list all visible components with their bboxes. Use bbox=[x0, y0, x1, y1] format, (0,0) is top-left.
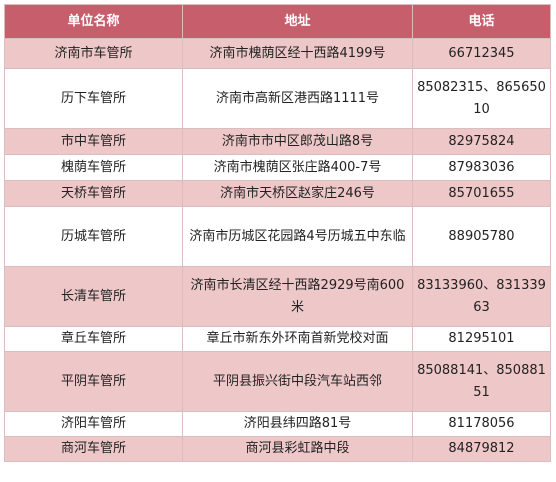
header-name: 单位名称 bbox=[4, 4, 183, 39]
office-name: 济南市车管所 bbox=[4, 38, 183, 69]
office-phone: 87983036 bbox=[412, 154, 551, 181]
office-phone: 88905780 bbox=[412, 206, 551, 267]
office-address: 平阴县振兴街中段汽车站西邻 bbox=[182, 351, 413, 412]
office-phone: 82975824 bbox=[412, 128, 551, 155]
office-name: 平阴车管所 bbox=[4, 351, 183, 412]
office-name: 历下车管所 bbox=[4, 68, 183, 129]
office-address: 济南市槐荫区张庄路400-7号 bbox=[182, 154, 413, 181]
office-address: 济南市高新区港西路1111号 bbox=[182, 68, 413, 129]
table-row: 历下车管所 济南市高新区港西路1111号 85082315、86565010 bbox=[4, 68, 551, 129]
office-phone: 81295101 bbox=[412, 326, 551, 352]
table-row: 长清车管所 济南市长清区经十西路2929号南600米 83133960、8313… bbox=[4, 266, 551, 327]
table-row: 历城车管所 济南市历城区花园路4号历城五中东临 88905780 bbox=[4, 206, 551, 267]
office-name: 长清车管所 bbox=[4, 266, 183, 327]
office-phone: 85701655 bbox=[412, 180, 551, 207]
office-phone: 85088141、85088151 bbox=[412, 351, 551, 412]
office-address: 济南市天桥区赵家庄246号 bbox=[182, 180, 413, 207]
office-name: 历城车管所 bbox=[4, 206, 183, 267]
office-address: 章丘市新东外环南首新党校对面 bbox=[182, 326, 413, 352]
table-header-row: 单位名称 地址 电话 bbox=[4, 4, 551, 39]
table-row: 商河车管所 商河县彩虹路中段 84879812 bbox=[4, 436, 551, 462]
header-address: 地址 bbox=[182, 4, 413, 39]
office-name: 济阳车管所 bbox=[4, 411, 183, 437]
office-name: 天桥车管所 bbox=[4, 180, 183, 207]
office-phone: 81178056 bbox=[412, 411, 551, 437]
table-row: 槐荫车管所 济南市槐荫区张庄路400-7号 87983036 bbox=[4, 154, 551, 181]
office-address: 济南市历城区花园路4号历城五中东临 bbox=[182, 206, 413, 267]
office-address: 商河县彩虹路中段 bbox=[182, 436, 413, 462]
office-address: 济阳县纬四路81号 bbox=[182, 411, 413, 437]
header-phone: 电话 bbox=[412, 4, 551, 39]
office-phone: 85082315、86565010 bbox=[412, 68, 551, 129]
office-phone: 84879812 bbox=[412, 436, 551, 462]
office-phone: 66712345 bbox=[412, 38, 551, 69]
office-address: 济南市长清区经十西路2929号南600米 bbox=[182, 266, 413, 327]
table-row: 济阳车管所 济阳县纬四路81号 81178056 bbox=[4, 411, 551, 437]
table-container: 单位名称 地址 电话 济南市车管所 济南市槐荫区经十西路4199号 667123… bbox=[4, 4, 551, 462]
office-name: 槐荫车管所 bbox=[4, 154, 183, 181]
office-name: 市中车管所 bbox=[4, 128, 183, 155]
table-row: 济南市车管所 济南市槐荫区经十西路4199号 66712345 bbox=[4, 38, 551, 69]
office-name: 章丘车管所 bbox=[4, 326, 183, 352]
office-address: 济南市槐荫区经十西路4199号 bbox=[182, 38, 413, 69]
office-phone: 83133960、83133963 bbox=[412, 266, 551, 327]
office-address: 济南市市中区郎茂山路8号 bbox=[182, 128, 413, 155]
table-row: 市中车管所 济南市市中区郎茂山路8号 82975824 bbox=[4, 128, 551, 155]
table-row: 平阴车管所 平阴县振兴街中段汽车站西邻 85088141、85088151 bbox=[4, 351, 551, 412]
table-row: 天桥车管所 济南市天桥区赵家庄246号 85701655 bbox=[4, 180, 551, 207]
office-name: 商河车管所 bbox=[4, 436, 183, 462]
vehicle-office-table: 单位名称 地址 电话 济南市车管所 济南市槐荫区经十西路4199号 667123… bbox=[4, 4, 551, 462]
table-row: 章丘车管所 章丘市新东外环南首新党校对面 81295101 bbox=[4, 326, 551, 352]
